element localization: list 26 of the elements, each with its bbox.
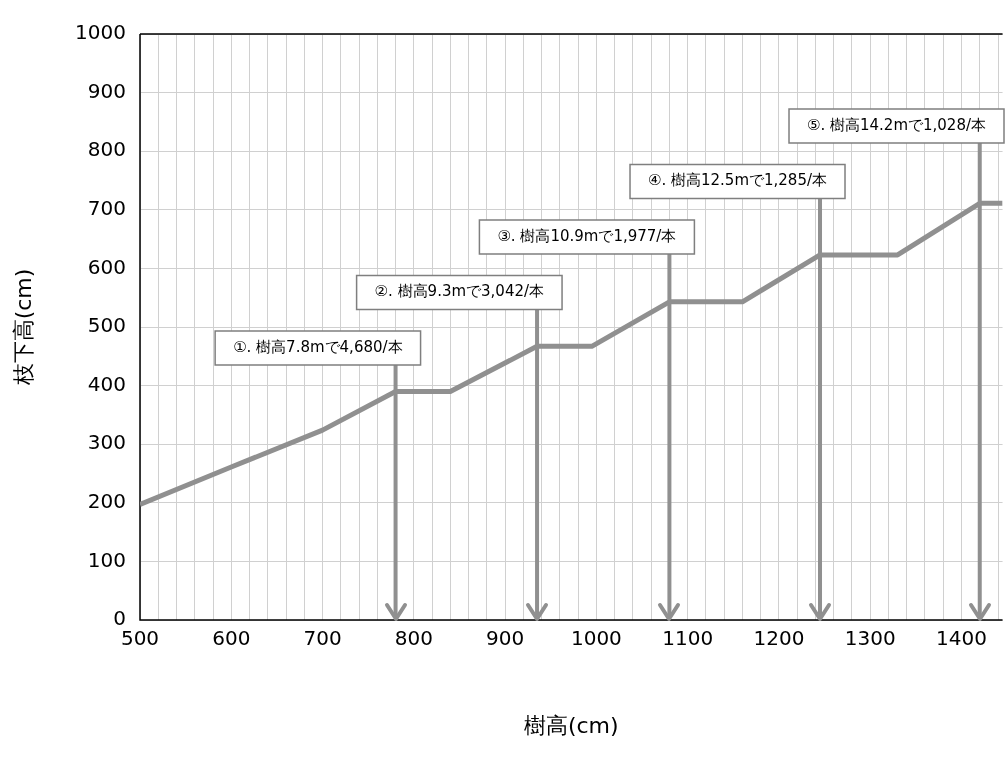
y-tick-label: 800: [87, 137, 126, 162]
x-tick-label: 800: [394, 626, 433, 651]
y-axis-title: 枝下高(cm): [10, 268, 36, 387]
x-tick-label: 1200: [753, 626, 805, 651]
y-tick-label: 300: [87, 430, 126, 455]
x-tick-label: 900: [486, 626, 525, 651]
y-tick-label: 100: [87, 547, 126, 572]
ref-line-label: ④. 樹高12.5mで1,285/本: [648, 171, 828, 190]
y-tick-label: 500: [87, 313, 126, 338]
y-tick-label: 1000: [75, 20, 126, 45]
x-tick-label: 1400: [936, 626, 987, 651]
y-tick-label: 900: [87, 78, 126, 103]
x-axis-title: 樹高(cm): [523, 712, 619, 738]
ref-line-label: ②. 樹高9.3mで3,042/本: [374, 282, 545, 301]
x-tick-label: 700: [303, 626, 342, 651]
ref-line-label: ⑤. 樹高14.2mで1,028/本: [807, 115, 987, 134]
y-tick-label: 400: [87, 371, 126, 396]
x-tick-label: 1000: [570, 626, 622, 651]
x-tick-label: 1300: [844, 626, 896, 651]
ref-line-label: ①. 樹高7.8mで4,680/本: [233, 337, 403, 356]
y-tick-label: 700: [87, 196, 126, 220]
y-tick-label: 200: [87, 489, 126, 513]
x-tick-label: 1100: [662, 626, 714, 651]
ref-line-label: ③. 樹高10.9mで1,977/本: [497, 226, 677, 245]
y-tick-label: 600: [87, 254, 126, 279]
x-tick-label: 600: [212, 626, 251, 651]
